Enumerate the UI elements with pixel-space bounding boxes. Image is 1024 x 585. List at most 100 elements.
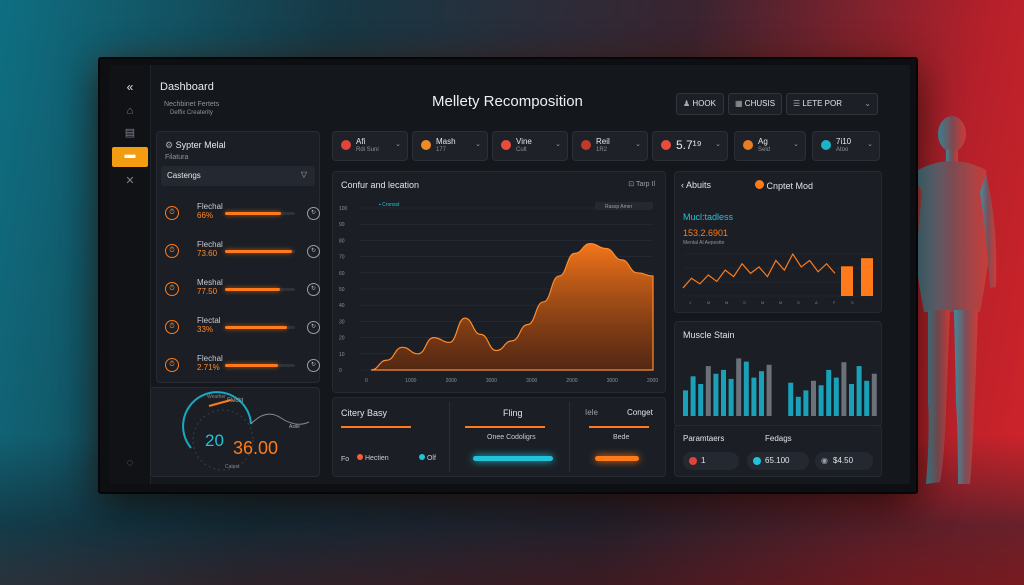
metric-row[interactable]: ⏱ Flechal 2.71% ↻: [157, 354, 320, 384]
gauge-tail-line: [250, 413, 310, 425]
tab-cnptet-mod[interactable]: Cnptet Mod: [755, 180, 813, 191]
conget-title: Conget: [627, 408, 653, 417]
metric-row[interactable]: ⏱ Flechal 73.60 ↻: [157, 240, 320, 270]
gauge-panel: Flecht Weather Asile Catest 20 36.00: [150, 387, 320, 477]
metric-chip-ag[interactable]: Ag Seld ⌄: [734, 131, 806, 161]
gauge-score: 36.00: [233, 438, 278, 458]
muscle-strain-title: Muscle Stain: [683, 330, 735, 340]
metric-row-track: [225, 250, 295, 253]
y-tick-label: 40: [339, 303, 345, 309]
bar: [795, 396, 801, 416]
x-tick-label: 2000: [647, 378, 658, 384]
list-icon: ☰: [793, 99, 801, 108]
metric-chip-sub: Cult: [516, 147, 527, 153]
metric-chip-7i10[interactable]: 7i10 Atoo ⌄: [812, 131, 880, 161]
left-metrics-panel: ⚙ Sypter Melal Filatura Castengs ▽ ⏱ Flec…: [156, 131, 320, 383]
metric-chip-name: Afi: [356, 137, 366, 146]
lete-por-button[interactable]: ☰ LETE POR ⌄: [786, 93, 878, 115]
metric-icon: [421, 140, 431, 150]
refresh-icon[interactable]: ↻: [307, 321, 320, 334]
clock-icon: ⏱: [165, 206, 179, 220]
line-series: [682, 252, 836, 289]
header-subtitle-2: Deffix Createrity: [170, 110, 213, 116]
hook-button[interactable]: ♟ HOOK: [676, 93, 724, 115]
x-tick-label: 0: [365, 378, 368, 384]
help-icon[interactable]: ◌: [126, 457, 134, 469]
status-dot-icon: [689, 457, 697, 465]
fling-bar: [465, 426, 545, 428]
refresh-icon[interactable]: ↻: [307, 359, 320, 372]
metric-row-value: 73.60: [197, 249, 218, 258]
settings-icon[interactable]: ✕: [125, 175, 135, 187]
bar: [751, 377, 757, 416]
muscle-strain-panel: Muscle Stain: [674, 321, 882, 427]
panel-subtitle: Filatura: [165, 154, 189, 161]
metric-row-label: Flechal: [197, 354, 223, 363]
metric-row-label: Flechal: [197, 202, 223, 211]
home-icon[interactable]: ⌂: [126, 105, 134, 117]
parameters-panel: Paramtaers Fedags 1 65.100 ◉ $4.50: [674, 425, 882, 477]
y-tick-label: 70: [339, 255, 345, 261]
metric-chip-mash[interactable]: Mash 177 ⌄: [412, 131, 488, 161]
metric-chip-name: Ag: [758, 137, 768, 146]
y-tick-label: 100: [339, 206, 348, 212]
x-tick-label: 3000: [526, 378, 537, 384]
castengs-dropdown[interactable]: Castengs ▽: [161, 166, 315, 186]
refresh-icon[interactable]: ↻: [307, 207, 320, 220]
gauge-small-1: Weather: [207, 394, 226, 400]
bede-caption: Bede: [613, 434, 630, 441]
refresh-icon[interactable]: ↻: [307, 283, 320, 296]
bar: [856, 366, 862, 416]
divider: [569, 402, 570, 472]
metric-row-value: 77.50: [197, 287, 218, 296]
chevron-down-icon: ⌄: [475, 141, 481, 148]
y-tick-label: 0: [339, 368, 342, 374]
chevron-left-icon: ‹: [681, 180, 684, 190]
panel-title: Sypter Melal: [175, 140, 226, 150]
metric-chip-name: 5.7¹⁹: [676, 138, 702, 152]
metric-row-label: Flectal: [197, 316, 221, 325]
bar: [698, 384, 704, 416]
legend-olf-label: Olf: [426, 455, 436, 462]
conget-bar: [589, 426, 649, 428]
metric-sub: Mental Al Aepestte: [683, 240, 725, 246]
legend-dot-red: [357, 454, 363, 460]
gauge-ring: [192, 409, 254, 471]
folder-icon[interactable]: ▬: [112, 147, 148, 167]
x-tick-label: 2000: [566, 378, 577, 384]
metric-row[interactable]: ⏱ Flectal 33% ↻: [157, 316, 320, 346]
metric-chip-afi[interactable]: Afi Rdi Suni ⌄: [332, 131, 408, 161]
dropdown-label: Castengs: [167, 171, 201, 180]
metric-row[interactable]: ⏱ Meshal 77.50 ↻: [157, 278, 320, 308]
chevron-down-icon: ⌄: [555, 141, 561, 148]
chusis-button[interactable]: ▦ CHUSIS: [728, 93, 782, 115]
metric-row[interactable]: ⏱ Flechal 66% ↻: [157, 202, 320, 232]
chart-action[interactable]: ⊡ Tarp Il: [628, 180, 655, 188]
metric-chip-vine[interactable]: Vine Cult ⌄: [492, 131, 568, 161]
bar: [864, 380, 870, 416]
bar: [811, 380, 816, 416]
legend-hectien-label: Hectien: [364, 455, 389, 462]
metric-icon: [581, 140, 591, 150]
metric-chip-sub: 1R2: [596, 147, 608, 153]
double-chevron-left-icon[interactable]: «: [126, 80, 134, 94]
chart-icon[interactable]: ▤: [124, 127, 136, 139]
x-tick-label: M: [725, 300, 728, 305]
chart-legend: ▪ Cronsst: [379, 202, 400, 208]
monitor: « ⌂ ▤ ▬ ✕ ◌ Dashboard Nechbinet Fertets …: [98, 57, 918, 494]
metric-value: 153.2.6901: [683, 228, 729, 238]
parameters-pill[interactable]: 1: [683, 452, 739, 470]
metric-row-value: 66%: [197, 211, 214, 220]
chevron-down-icon: ⌄: [715, 141, 721, 148]
person-icon: ♟: [683, 99, 691, 108]
clock-icon: ⏱: [165, 282, 179, 296]
fedags-pill[interactable]: 65.100: [747, 452, 809, 470]
legend-hectien: Hectien: [357, 454, 389, 462]
refresh-icon[interactable]: ↻: [307, 245, 320, 258]
price-pill[interactable]: ◉ $4.50: [815, 452, 873, 470]
metric-chip-ratio[interactable]: 5.7¹⁹ ⌄: [652, 131, 728, 161]
metric-chip-reil[interactable]: Reil 1R2 ⌄: [572, 131, 648, 161]
fling-title: Fling: [503, 408, 523, 418]
tab-abuits[interactable]: ‹ Abuits: [681, 180, 711, 190]
metric-chip-sub: 177: [436, 147, 447, 153]
